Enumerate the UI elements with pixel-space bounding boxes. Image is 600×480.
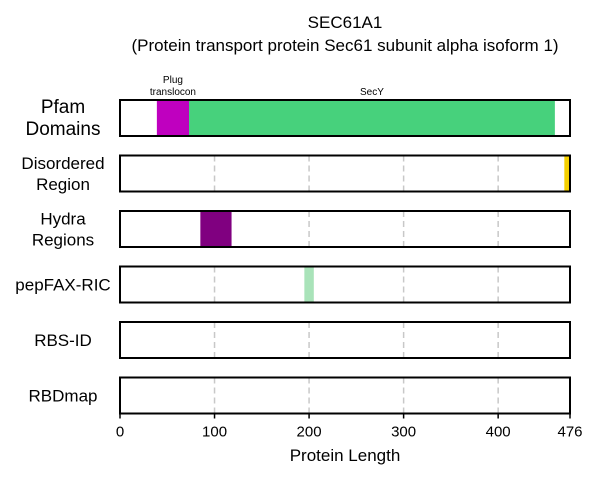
segment-pfam-domains	[156, 101, 190, 135]
chart-subtitle: (Protein transport protein Sec61 subunit…	[131, 36, 558, 55]
segment-pepfax-ric	[304, 267, 314, 302]
track-disordered-region	[119, 154, 571, 193]
track-rbs-id	[119, 321, 571, 359]
track-pepfax-ric	[119, 265, 571, 304]
x-tick-label: 400	[486, 424, 511, 441]
x-tick-label: 200	[297, 424, 322, 441]
segment-disordered-region	[564, 156, 570, 191]
track-label: Pfam Domains	[26, 97, 101, 140]
x-axis-label: Protein Length	[290, 446, 401, 465]
track-label: Disordered Region	[21, 154, 104, 194]
x-tick-label: 476	[557, 424, 582, 441]
segment-pfam-domains	[189, 101, 555, 135]
track-label: RBDmap	[29, 386, 98, 405]
plot-area: Plug translocon SecY Pfam Domains Disordered R…	[15, 75, 582, 441]
track-hydra-regions	[119, 210, 571, 248]
track-label: Hydra Regions	[32, 209, 94, 249]
track-pfam-domains	[119, 99, 571, 137]
chart-title: SEC61A1	[308, 13, 383, 32]
track-label: pepFAX-RIC	[15, 275, 110, 294]
track-rbdmap	[119, 376, 571, 415]
x-tick-label: 300	[391, 424, 416, 441]
track-label: RBS-ID	[34, 331, 92, 350]
segment-hydra-regions	[200, 212, 232, 246]
segment-label: Plug translocon	[150, 75, 196, 98]
x-tick-label: 0	[116, 424, 124, 441]
x-tick-label: 100	[202, 424, 227, 441]
segment-label: SecY	[360, 87, 384, 98]
